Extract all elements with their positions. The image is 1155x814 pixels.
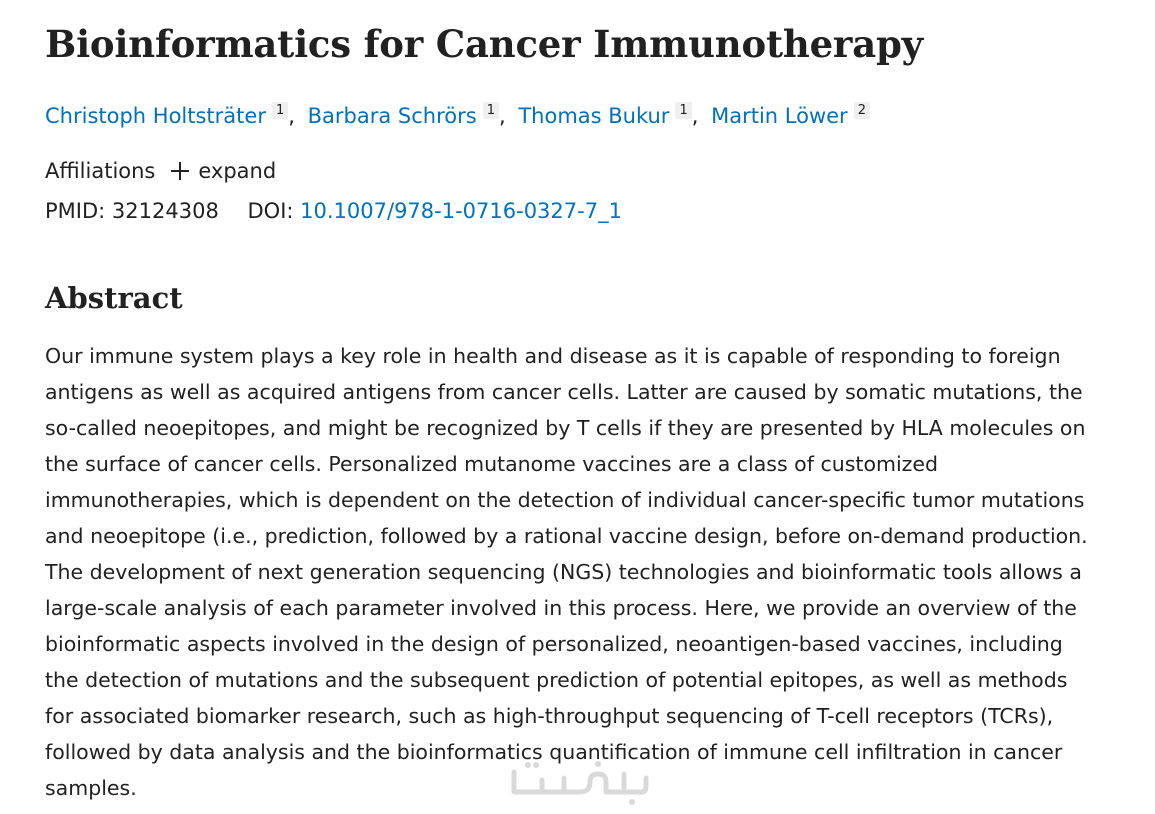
author-separator: ,	[288, 104, 295, 128]
pmid-label: PMID:	[45, 199, 106, 223]
abstract-heading: Abstract	[45, 281, 183, 315]
abstract-line: the detection of mutations and the subse…	[45, 668, 1068, 692]
abstract-line: immunotherapies, which is dependent on t…	[45, 488, 1085, 512]
pmid-value: 32124308	[111, 199, 219, 223]
abstract-line: the surface of cancer cells. Personalize…	[45, 452, 939, 476]
abstract-line: large-scale analysis of each parameter i…	[45, 596, 1077, 620]
author-separator: ,	[498, 104, 506, 128]
doi-link[interactable]: 10.1007/978-1-0716-0327-7_1	[300, 199, 622, 223]
author-link[interactable]: Barbara Schrörs	[307, 104, 477, 128]
abstract-line: bioinformatic aspects involved in the de…	[45, 632, 1063, 656]
affiliation-number[interactable]: 1	[271, 102, 289, 119]
article-title: Bioinformatics for Cancer Immunotherapy	[45, 22, 923, 66]
abstract-line: for associated biomarker research, such …	[45, 704, 1054, 728]
watermark-logo	[511, 761, 649, 805]
expand-affiliations-button[interactable]: expand	[171, 156, 276, 186]
abstract-line: antigens as well as acquired antigens fr…	[45, 380, 1083, 404]
author-separator: ,	[691, 104, 699, 128]
plus-icon	[171, 162, 190, 180]
abstract-line: The development of next generation seque…	[45, 560, 1082, 584]
affiliations-label: Affiliations	[45, 159, 156, 183]
abstract-line: Our immune system plays a key role in he…	[45, 344, 1061, 368]
affiliation-number[interactable]: 2	[853, 102, 870, 119]
author-link[interactable]: Christoph Holtsträter	[45, 104, 266, 128]
author-list: Christoph Holtsträter 1, Barbara Schrörs 1…	[45, 101, 870, 131]
affiliations-row: Affiliations expand	[45, 156, 276, 186]
affiliation-number[interactable]: 1	[482, 102, 499, 119]
abstract-line: followed by data analysis and the bioinf…	[45, 740, 1063, 764]
abstract-text: Our immune system plays a key role in he…	[45, 338, 1125, 806]
affiliation-number[interactable]: 1	[675, 102, 692, 119]
identifiers-row: PMID: 32124308 DOI: 10.1007/978-1-0716-0…	[45, 196, 622, 226]
author-link[interactable]: Thomas Bukur	[518, 104, 670, 128]
abstract-line: so-called neoepitopes, and might be reco…	[45, 416, 1086, 440]
expand-label: expand	[198, 159, 277, 183]
doi-label: DOI:	[247, 199, 294, 223]
abstract-line: and neoepitope (i.e., prediction, follow…	[45, 524, 1088, 548]
abstract-line: samples.	[45, 776, 137, 800]
author-link[interactable]: Martin Löwer	[711, 104, 848, 128]
